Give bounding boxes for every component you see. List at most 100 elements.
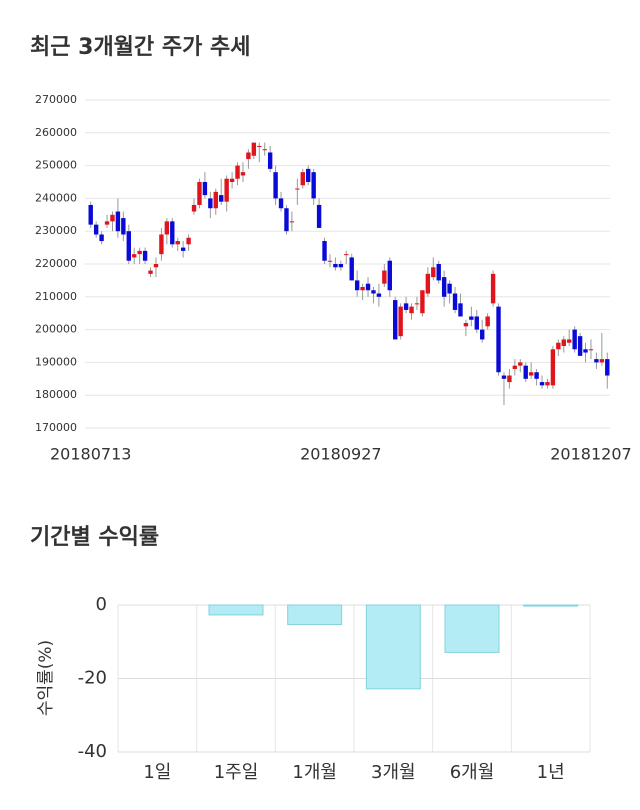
x-tick-label: 1주일 (214, 762, 259, 783)
candle-body (577, 336, 583, 356)
chart-title: 기간별 수익률 (30, 525, 159, 550)
candle-body (186, 237, 191, 245)
candle-body (409, 306, 414, 314)
candle-body (490, 273, 496, 304)
candle-body (469, 316, 474, 320)
candle-body (518, 362, 523, 366)
candle-body (88, 204, 93, 225)
candle-body (170, 221, 175, 245)
candle-body (121, 218, 126, 235)
candle-body (180, 247, 186, 251)
candle-body (556, 342, 561, 350)
candle-body (550, 349, 556, 386)
candle-body (474, 316, 479, 330)
y-tick-label: 260000 (35, 126, 77, 139)
candle-body (599, 359, 605, 363)
candle-body (393, 300, 398, 340)
candle-body (316, 204, 322, 228)
candle-body (164, 221, 170, 235)
bar (523, 604, 579, 607)
candle-body (496, 306, 501, 373)
candle-body (387, 260, 392, 291)
candle-body (605, 359, 610, 376)
x-tick-label: 20181207 (550, 445, 631, 464)
candle-body (251, 142, 257, 156)
candle-body (306, 168, 311, 182)
candle-body (420, 290, 425, 314)
candle-body (539, 382, 545, 386)
candle-body (480, 329, 485, 340)
bar (365, 604, 421, 690)
y-axis-label: 수익률(%) (36, 640, 56, 716)
candle-body (501, 375, 507, 379)
y-tick-label: 180000 (35, 388, 77, 401)
candle-body (311, 172, 316, 199)
y-tick-label: 250000 (35, 159, 77, 172)
candle-body (240, 172, 246, 176)
bar (444, 604, 500, 653)
candle-body (104, 221, 110, 225)
candle-body (545, 382, 550, 386)
y-tick-label: 240000 (35, 191, 77, 204)
y-tick-label: -40 (78, 741, 107, 762)
candle-body (153, 264, 159, 268)
candle-body (349, 257, 354, 281)
candle-body (99, 234, 104, 242)
x-tick-label: 1년 (537, 762, 565, 783)
candle-body (202, 182, 208, 196)
candle-body (110, 214, 115, 222)
candle-body (300, 172, 305, 186)
candle-body (344, 254, 349, 256)
candle-body (175, 241, 180, 245)
candle-body (219, 195, 224, 202)
candle-body (382, 270, 387, 284)
candle-body (572, 329, 577, 350)
candle-body (583, 349, 588, 353)
candle-body (463, 323, 469, 327)
candle-body (458, 303, 463, 317)
candle-body (322, 241, 327, 261)
candle-body (257, 145, 262, 147)
y-tick-label: 210000 (35, 290, 77, 303)
candle-body (403, 303, 409, 310)
candle-body (452, 293, 458, 310)
candle-body (561, 339, 566, 346)
candle-body (142, 250, 148, 261)
candle-body (360, 286, 365, 291)
x-tick-label: 3개월 (371, 762, 416, 783)
candle-body (235, 165, 240, 179)
candle-body (213, 191, 218, 209)
candle-body (93, 224, 99, 235)
candle-body (528, 372, 534, 376)
y-tick-label: 170000 (35, 421, 77, 434)
candle-body (354, 280, 360, 291)
candle-body (523, 365, 528, 379)
candle-body (289, 221, 295, 223)
x-tick-label: 20180927 (300, 445, 381, 464)
candle-body (594, 359, 599, 363)
candle-body (197, 182, 202, 205)
y-tick-label: 200000 (35, 323, 77, 336)
x-tick-label: 1일 (143, 762, 171, 783)
candle-body (371, 290, 376, 294)
chart-title: 최근 3개월간 주가 추세 (30, 35, 250, 60)
candle-body (507, 375, 512, 383)
candle-body (126, 231, 131, 261)
candle-body (485, 316, 490, 327)
candle-body (447, 283, 452, 294)
candle-body (295, 188, 300, 190)
candle-body (338, 264, 344, 268)
candle-body (365, 283, 371, 291)
candle-body (436, 264, 441, 281)
candle-body (262, 149, 267, 151)
candle-body (137, 250, 142, 255)
candle-body (267, 152, 273, 169)
candle-body (159, 234, 164, 255)
y-tick-label: 230000 (35, 224, 77, 237)
y-tick-label: -20 (78, 668, 107, 689)
candle-body (567, 339, 572, 343)
candle-body (441, 277, 447, 297)
candle-body (284, 208, 289, 232)
candle-body (148, 270, 153, 274)
